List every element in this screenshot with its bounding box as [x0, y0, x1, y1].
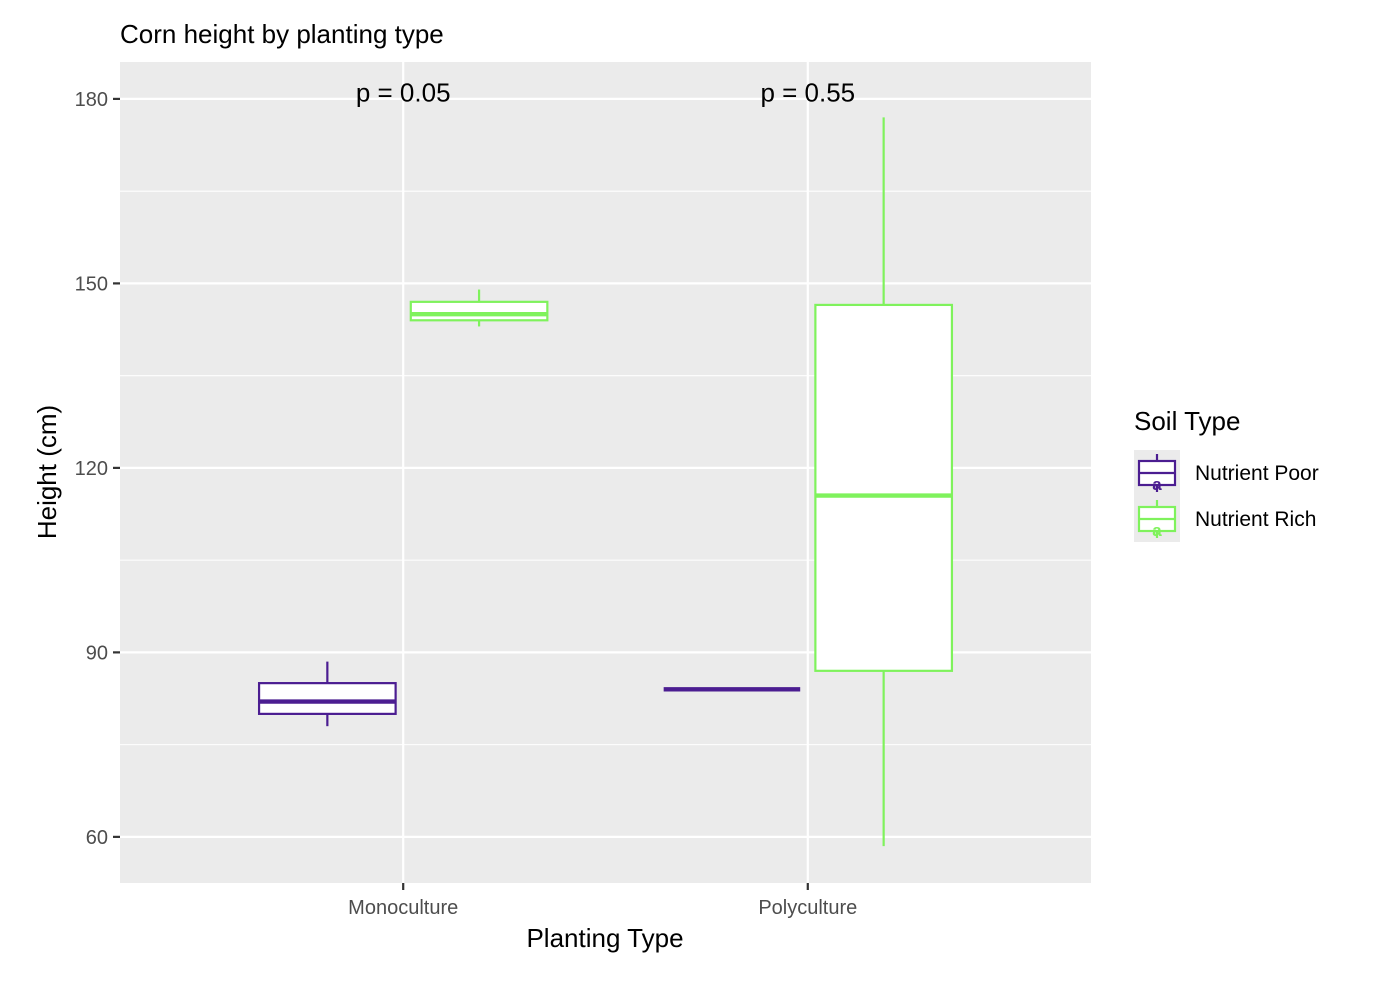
y-tick-label: 90	[86, 642, 108, 664]
axes: 60 90 120 150 180 Monoculture Polyculture	[75, 89, 858, 919]
x-tick-label: Polyculture	[758, 897, 857, 919]
box-monoculture-nutrient-rich	[409, 289, 549, 327]
p-value-label: p = 0.55	[760, 78, 855, 108]
box-polyculture-nutrient-rich	[814, 117, 954, 847]
y-tick-label: 150	[75, 273, 108, 295]
y-tick-label: 60	[86, 827, 108, 849]
legend-key-glyph: a	[1152, 475, 1162, 494]
x-tick-label: Monoculture	[348, 897, 458, 919]
p-value-label: p = 0.05	[356, 78, 451, 108]
y-tick-label: 180	[75, 89, 108, 111]
legend-item-nutrient-rich: a Nutrient Rich	[1134, 496, 1316, 542]
p-value-annotations: p = 0.05 p = 0.55	[356, 78, 855, 108]
legend-item-nutrient-poor: a Nutrient Poor	[1134, 450, 1319, 496]
box-body	[409, 300, 549, 322]
y-tick-label: 120	[75, 458, 108, 480]
legend-title: Soil Type	[1134, 406, 1240, 436]
x-axis-title: Planting Type	[526, 923, 683, 953]
box-monoculture-nutrient-poor	[257, 661, 397, 727]
y-axis-title: Height (cm)	[32, 405, 62, 539]
legend-key-glyph: a	[1152, 521, 1162, 540]
legend-items: a Nutrient Poor a Nutrient Rich	[1134, 450, 1319, 542]
chart-title: Corn height by planting type	[120, 19, 444, 49]
box-series	[257, 117, 954, 847]
box-body	[814, 303, 954, 672]
legend-label: Nutrient Rich	[1195, 508, 1316, 531]
legend: Soil Type a Nutrient Poor a Nutrient Rich	[1134, 406, 1319, 542]
legend-label: Nutrient Poor	[1195, 462, 1319, 485]
box-body	[257, 682, 397, 715]
